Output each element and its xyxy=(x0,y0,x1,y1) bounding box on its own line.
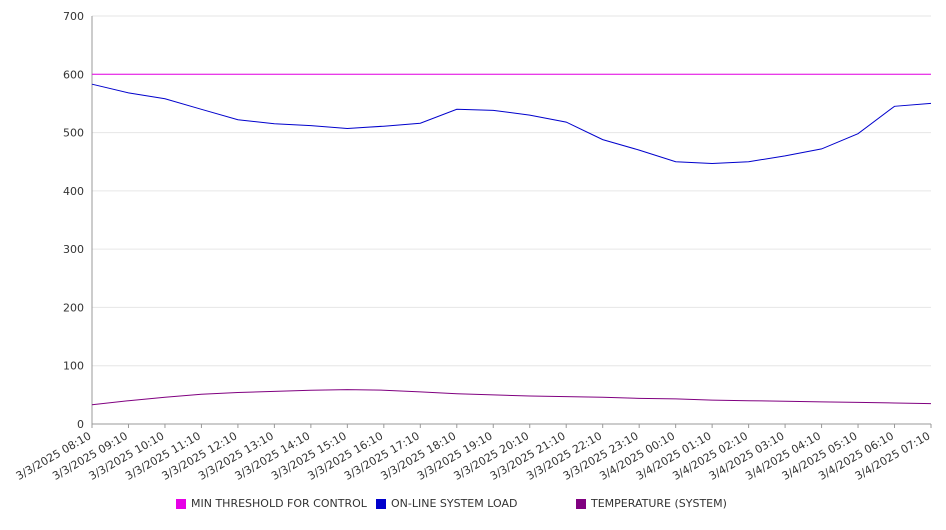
y-tick-label: 200 xyxy=(63,301,84,314)
legend-swatch xyxy=(376,498,386,509)
legend-label: TEMPERATURE (SYSTEM) xyxy=(591,497,727,510)
legend: MIN THRESHOLD FOR CONTROL ON-LINE SYSTEM … xyxy=(0,497,946,515)
y-tick-labels: 0 100 200 300 400 500 600 700 xyxy=(63,10,84,431)
y-tick-label: 400 xyxy=(63,185,84,198)
series-line-2 xyxy=(91,389,932,406)
y-tick-label: 100 xyxy=(63,360,84,373)
y-tick-label: 0 xyxy=(77,418,84,431)
grid-lines xyxy=(92,15,931,367)
series-lines xyxy=(91,73,932,406)
y-tick-label: 600 xyxy=(63,68,84,81)
y-tick-label: 300 xyxy=(63,243,84,256)
y-tick-label: 700 xyxy=(63,10,84,23)
legend-swatch xyxy=(176,498,186,509)
legend-item: ON-LINE SYSTEM LOAD xyxy=(376,497,517,510)
legend-label: ON-LINE SYSTEM LOAD xyxy=(391,497,518,510)
legend-swatch xyxy=(576,498,586,509)
axes xyxy=(91,16,932,428)
y-tick-label: 500 xyxy=(63,127,84,140)
series-line-1 xyxy=(91,83,932,165)
legend-item: MIN THRESHOLD FOR CONTROL xyxy=(176,497,367,510)
legend-item: TEMPERATURE (SYSTEM) xyxy=(576,497,727,510)
legend-label: MIN THRESHOLD FOR CONTROL xyxy=(191,497,367,510)
x-tick-labels: 3/3/2025 08:103/3/2025 09:103/3/2025 10:… xyxy=(14,429,933,483)
